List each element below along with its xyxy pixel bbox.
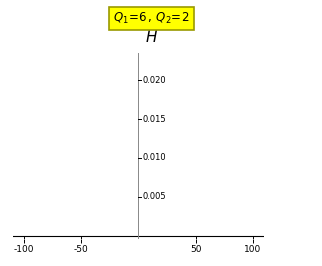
Text: 0.010: 0.010	[142, 153, 166, 163]
Text: 100: 100	[244, 245, 261, 254]
Text: 0.020: 0.020	[142, 76, 166, 85]
Text: 50: 50	[190, 245, 201, 254]
Text: $H$: $H$	[145, 29, 158, 45]
Text: -50: -50	[74, 245, 89, 254]
Text: -100: -100	[14, 245, 34, 254]
Text: $Q_1\!=\!6\,,\,Q_2\!=\!2$: $Q_1\!=\!6\,,\,Q_2\!=\!2$	[113, 11, 190, 26]
Text: 0.005: 0.005	[142, 192, 166, 201]
Text: 0.015: 0.015	[142, 115, 166, 124]
